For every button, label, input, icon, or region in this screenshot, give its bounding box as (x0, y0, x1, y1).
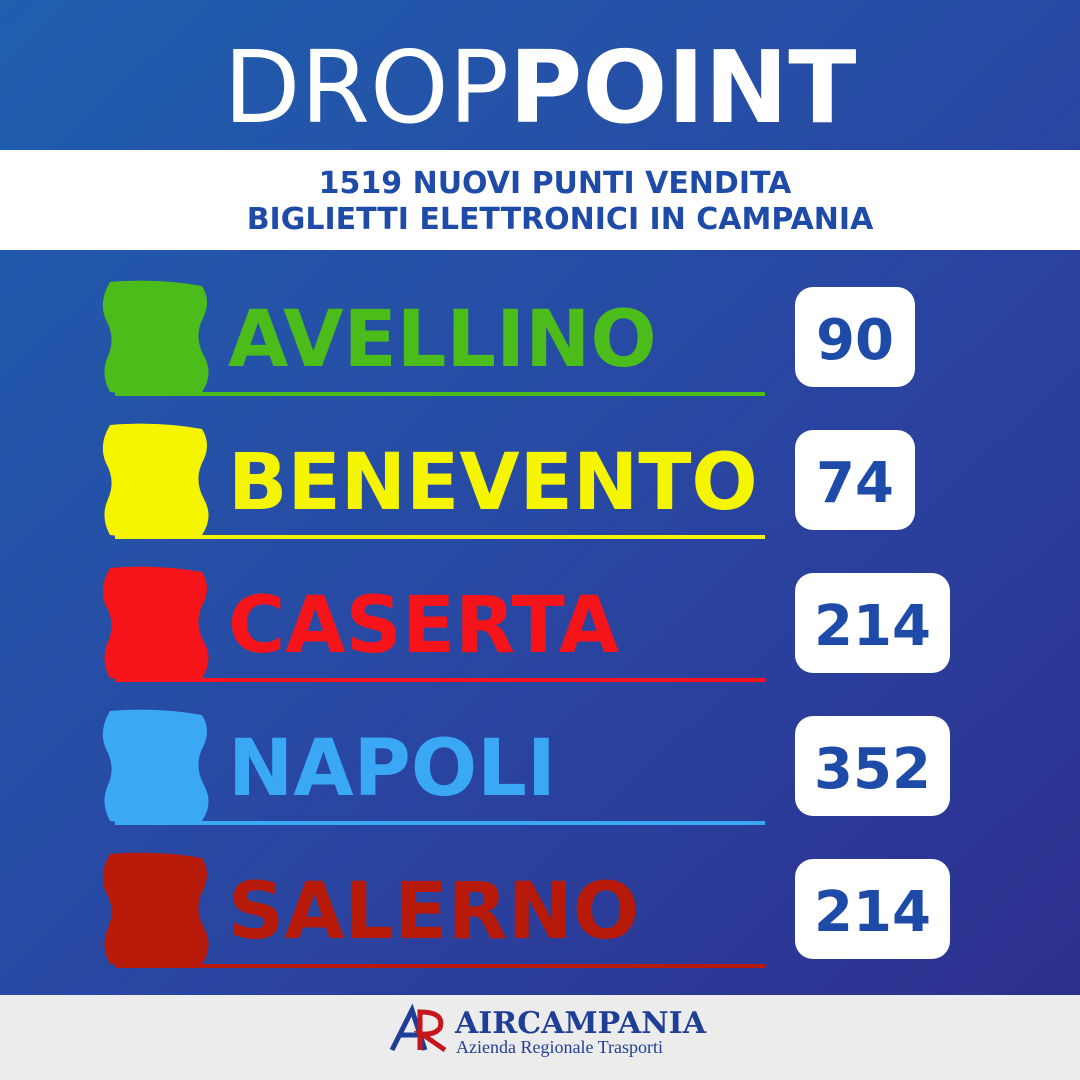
color-blob (102, 423, 209, 538)
brand-a: AIR (454, 1006, 518, 1041)
title-light: DROP (224, 29, 510, 146)
count-box (795, 573, 950, 673)
rows: AVELLINO 90 BENEVENTO 74 CASERTA 214 NAPOLI 352… (102, 280, 950, 968)
brand-b: CAMPANIA (517, 1006, 706, 1041)
color-blob (102, 709, 209, 824)
count-box (795, 287, 915, 387)
underline (115, 392, 765, 396)
underline (115, 535, 765, 539)
count: 214 (814, 594, 931, 659)
count: 90 (816, 308, 894, 373)
subtitle-line: 1519 NUOVI PUNTI VENDITA (319, 166, 792, 201)
count: 352 (814, 737, 931, 802)
count: 74 (816, 451, 894, 516)
title: DROPPOINT (224, 29, 857, 146)
province-name: CASERTA (228, 581, 619, 671)
underline (115, 678, 765, 682)
province-name: AVELLINO (228, 295, 657, 385)
underline (115, 821, 765, 825)
count: 214 (814, 880, 931, 945)
subtitle-line: BIGLIETTI ELETTRONICI IN CAMPANIA (247, 202, 874, 237)
title-bold: POINT (509, 29, 856, 146)
color-blob (102, 280, 209, 395)
subtitle-band (0, 150, 1080, 250)
count-box (795, 859, 950, 959)
count-box (795, 716, 950, 816)
footer (0, 995, 1080, 1080)
logo-icon (389, 1003, 447, 1053)
brand: AIRCAMPANIA (454, 1006, 707, 1041)
color-blob (102, 852, 209, 967)
province-name: BENEVENTO (228, 438, 758, 528)
underline (115, 964, 765, 968)
count-box (795, 430, 915, 530)
color-blob (102, 566, 209, 681)
province-name: SALERNO (228, 867, 639, 957)
province-name: NAPOLI (228, 724, 556, 814)
tagline: Azienda Regionale Trasporti (456, 1037, 663, 1057)
